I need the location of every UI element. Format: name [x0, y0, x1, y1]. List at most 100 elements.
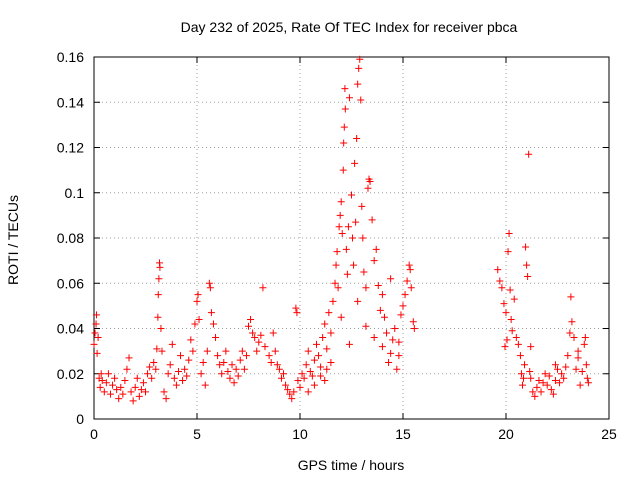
data-point: [541, 370, 549, 378]
data-point: [517, 370, 525, 378]
data-point: [508, 327, 516, 335]
data-point: [144, 370, 152, 378]
data-point: [339, 166, 347, 174]
data-point: [199, 358, 207, 366]
x-tick-label: 20: [498, 426, 514, 442]
data-point: [201, 381, 209, 389]
x-tick-label: 25: [601, 426, 617, 442]
data-point: [545, 372, 553, 380]
data-point: [370, 257, 378, 265]
data-point: [185, 356, 193, 364]
data-point: [581, 334, 589, 342]
data-point: [139, 379, 147, 387]
data-point: [370, 334, 378, 342]
data-point: [304, 347, 312, 355]
data-point: [531, 392, 539, 400]
data-point: [294, 377, 302, 385]
data-point: [501, 343, 509, 351]
data-point: [189, 347, 197, 355]
data-point: [93, 349, 101, 357]
data-point: [222, 347, 230, 355]
data-point: [104, 370, 112, 378]
data-point: [304, 388, 312, 396]
data-point: [340, 123, 348, 131]
data-point: [154, 291, 162, 299]
data-point: [275, 365, 283, 373]
data-point: [191, 320, 199, 328]
data-point: [551, 361, 559, 369]
data-point: [100, 388, 108, 396]
data-point: [321, 377, 329, 385]
data-point: [500, 300, 508, 308]
data-point: [154, 313, 162, 321]
data-point: [399, 302, 407, 310]
data-point: [224, 367, 232, 375]
data-point: [387, 349, 395, 357]
data-point: [403, 277, 411, 285]
data-point: [280, 370, 288, 378]
tick-labels: 0 5 10 15 20 25 0 0.02 0.04 0.06 0.08 0.1 0.12 0.14 0.…: [57, 49, 617, 442]
data-point: [354, 297, 362, 305]
data-point: [162, 395, 170, 403]
data-point: [503, 336, 511, 344]
data-point: [507, 315, 515, 323]
data-point: [547, 386, 555, 394]
data-point: [580, 340, 588, 348]
data-point: [193, 297, 201, 305]
y-tick-label: 0: [76, 411, 84, 427]
data-point: [91, 329, 99, 337]
data-point: [526, 367, 534, 375]
data-point: [113, 386, 121, 394]
data-point: [368, 216, 376, 224]
data-point: [385, 358, 393, 366]
data-point: [409, 318, 417, 326]
data-point: [356, 55, 364, 63]
x-tick-label: 0: [90, 426, 98, 442]
data-point: [570, 334, 578, 342]
data-point: [242, 352, 250, 360]
data-point: [253, 347, 261, 355]
data-point: [277, 374, 285, 382]
data-point: [522, 243, 530, 251]
data-point: [296, 383, 304, 391]
data-point: [327, 329, 335, 337]
data-point: [333, 248, 341, 256]
data-point: [216, 361, 224, 369]
data-point: [97, 370, 105, 378]
data-point: [302, 361, 310, 369]
data-point: [232, 365, 240, 373]
data-point: [205, 279, 213, 287]
data-point: [168, 340, 176, 348]
data-point: [298, 370, 306, 378]
data-point: [135, 392, 143, 400]
data-point: [523, 261, 531, 269]
y-tick-label: 0.08: [57, 230, 84, 246]
data-point: [96, 383, 104, 391]
data-point: [265, 352, 273, 360]
data-point: [342, 245, 350, 253]
data-point: [521, 361, 529, 369]
data-point: [338, 229, 346, 237]
data-point: [582, 361, 590, 369]
data-point: [529, 388, 537, 396]
data-point: [520, 374, 528, 382]
data-point: [327, 358, 335, 366]
data-point: [551, 377, 559, 385]
data-point: [527, 374, 535, 382]
data-point: [505, 229, 513, 237]
data-point: [494, 266, 502, 274]
data-point: [293, 309, 301, 317]
data-point: [117, 383, 125, 391]
data-point: [533, 383, 541, 391]
x-axis-label: GPS time / hours: [298, 457, 405, 473]
y-tick-label: 0.06: [57, 275, 84, 291]
data-point: [261, 343, 269, 351]
data-point: [389, 336, 397, 344]
data-point: [341, 105, 349, 113]
data-point: [376, 306, 384, 314]
data-point: [177, 352, 185, 360]
data-point: [337, 313, 345, 321]
data-point: [160, 388, 168, 396]
data-point: [378, 291, 386, 299]
data-point: [310, 381, 318, 389]
